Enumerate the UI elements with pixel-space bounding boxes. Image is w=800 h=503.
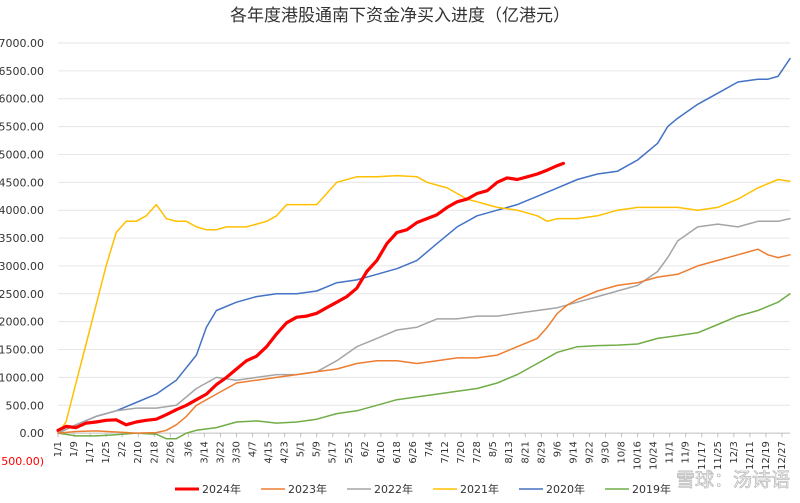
chart-title: 各年度港股通南下资金净买入进度（亿港元） [230, 6, 570, 26]
y-tick-label: 3500.00 [0, 232, 44, 245]
x-tick-label: 7/12 [440, 441, 451, 463]
x-tick-label: 11/9 [681, 441, 692, 463]
y-tick-label: (500.00) [0, 455, 44, 468]
series-lines [56, 57, 791, 440]
x-tick-label: 1/25 [101, 441, 112, 463]
series-line [57, 248, 791, 434]
x-tick-label: 1/17 [85, 441, 96, 463]
series-line [57, 217, 791, 434]
x-tick-label: 5/25 [344, 441, 355, 463]
legend-label: 2021年 [460, 482, 499, 496]
x-axis-ticks: 1/1 1/9 1/17 1/25 2/2 2/10 2/18 2/26 3/6 3/14 3/22… [53, 433, 788, 470]
x-tick-label: 9/30 [600, 441, 611, 463]
x-tick-label: 10/24 [649, 441, 660, 470]
x-tick-label: 10/16 [633, 441, 644, 470]
x-tick-label: 10/8 [617, 441, 628, 463]
watermark: 雪球：汤诗语 [676, 469, 790, 491]
series-line [57, 174, 791, 434]
series-line [56, 161, 565, 432]
x-tick-label: 12/3 [729, 441, 740, 463]
legend-label: 2023年 [288, 482, 327, 496]
x-tick-label: 5/1 [296, 441, 307, 457]
x-tick-label: 9/14 [568, 441, 579, 463]
x-tick-label: 4/7 [248, 441, 259, 457]
x-tick-label: 4/23 [280, 441, 291, 463]
y-tick-label: 1500.00 [0, 344, 44, 357]
legend-label: 2024年 [202, 482, 241, 496]
x-tick-label: 3/22 [215, 441, 226, 463]
x-tick-label: 6/10 [376, 441, 387, 463]
x-tick-label: 8/13 [504, 441, 515, 463]
y-tick-label: 5000.00 [0, 148, 44, 161]
series-line [57, 293, 791, 440]
y-tick-label: 6500.00 [0, 65, 44, 78]
y-tick-label: 1000.00 [0, 371, 44, 384]
y-tick-label: 500.00 [6, 399, 45, 412]
x-tick-label: 7/20 [456, 441, 467, 463]
x-tick-label: 9/22 [584, 441, 595, 463]
y-tick-label: 3000.00 [0, 260, 44, 273]
x-tick-label: 6/26 [408, 441, 419, 463]
x-tick-label: 12/27 [777, 441, 788, 470]
y-tick-label: 4000.00 [0, 204, 44, 217]
x-tick-label: 7/4 [424, 441, 435, 457]
x-tick-label: 2/26 [165, 441, 176, 463]
x-tick-label: 5/17 [328, 441, 339, 463]
x-tick-label: 5/9 [312, 441, 323, 457]
legend-label: 2020年 [546, 482, 585, 496]
y-tick-label: 5500.00 [0, 121, 44, 134]
x-tick-label: 6/18 [392, 441, 403, 463]
x-tick-label: 11/1 [665, 441, 676, 463]
y-tick-label: 2500.00 [0, 288, 44, 301]
x-tick-label: 3/14 [199, 441, 210, 463]
x-tick-label: 2/18 [149, 441, 160, 463]
x-tick-label: 9/6 [552, 441, 563, 457]
x-tick-label: 8/21 [520, 441, 531, 463]
x-tick-label: 12/11 [745, 441, 756, 470]
x-tick-label: 12/19 [761, 441, 772, 470]
y-axis-ticks: (500.00) 0.00 500.00 1000.00 1500.00 2000.00 2… [0, 37, 44, 468]
x-tick-label: 11/17 [697, 441, 708, 470]
x-tick-label: 1/9 [69, 441, 80, 457]
x-tick-label: 2/10 [133, 441, 144, 463]
y-tick-label: 6000.00 [0, 93, 44, 106]
x-tick-label: 1/1 [53, 441, 64, 457]
legend-label: 2019年 [632, 482, 671, 496]
x-tick-label: 6/2 [360, 441, 371, 457]
grid [58, 42, 790, 434]
x-tick-label: 7/28 [472, 441, 483, 463]
x-tick-label: 11/25 [713, 441, 724, 470]
legend-label: 2022年 [374, 482, 413, 496]
legend: 2024年 2023年 2022年 2021年 2020年 2019年 [175, 482, 671, 496]
y-tick-label: 4500.00 [0, 176, 44, 189]
x-tick-label: 4/15 [264, 441, 275, 463]
x-tick-label: 2/2 [117, 441, 128, 457]
x-tick-label: 3/30 [231, 441, 242, 463]
y-tick-label: 7000.00 [0, 37, 44, 50]
x-tick-label: 8/29 [536, 441, 547, 463]
series-line [57, 57, 791, 434]
y-tick-label: 2000.00 [0, 316, 44, 329]
x-tick-label: 8/5 [488, 441, 499, 457]
y-tick-label: 0.00 [20, 427, 45, 440]
x-tick-label: 3/6 [183, 441, 194, 457]
